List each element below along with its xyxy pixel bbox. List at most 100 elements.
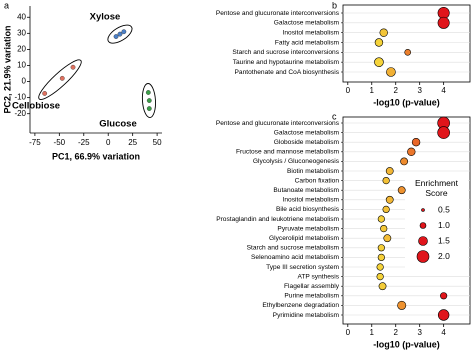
y-tick-label: 0 [22,77,27,86]
x-axis-label: -log10 (p-value) [373,339,440,349]
legend-swatch [419,222,427,229]
dot [397,300,407,310]
x-tick-label: 0 [346,328,351,337]
category-label: Starch and sucrose interconversions [232,49,339,56]
dot [374,38,384,47]
group-ellipse [107,24,133,44]
point [42,91,48,96]
dot [374,57,384,67]
category-label: Carbon fixation [295,177,340,184]
x-tick-label: -75 [29,138,41,147]
dot [437,126,450,139]
y-axis-label: PC2, 21.9% variation [2,25,12,113]
dot [377,253,385,261]
x-tick-label: 1 [370,328,375,337]
x-tick-label: 25 [128,138,137,147]
category-label: Taurine and hypotaurine metabolism [233,59,340,66]
category-label: Fructose and mannose metabolism [236,149,339,156]
dot [437,16,450,29]
y-tick-label: 20 [17,45,26,54]
category-label: Biotin metabolism [287,168,340,175]
legend-swatch [418,236,428,246]
category-label: Pantothenate and CoA biosynthesis [235,69,340,76]
legend-box [405,176,468,269]
dot [382,205,390,213]
category-label: Selenoamino acid metabolism [251,254,339,261]
point [70,64,76,70]
dot [440,292,448,300]
category-label: Flagellar assembly [284,283,340,290]
category-label: Glycolysis / Gluconeogenesis [253,158,340,165]
legend-label: 2.0 [438,251,450,261]
legend-label: 1.0 [438,220,450,230]
legend-swatch [421,208,425,212]
y-tick-label: -20 [14,109,26,118]
legend-title: Enrichment Score [415,178,458,198]
point [146,98,152,103]
legend-label: 1.5 [438,235,450,245]
dot [397,186,406,195]
panel-letter: a [4,0,9,10]
category-label: Inositol metabolism [283,197,340,204]
x-tick-label: 4 [441,86,446,95]
category-label: Prostaglandin and leukotriene metabolism [216,216,339,223]
dot [382,177,390,185]
dot [407,147,416,157]
group-ellipse [38,59,82,100]
dot [379,28,388,37]
point [121,29,127,35]
category-label: Pentose and glucuronate interconversions [216,120,340,127]
dot [380,225,388,233]
x-tick-label: 0 [346,86,351,95]
x-axis-label: PC1, 66.9% variation [52,151,140,161]
group-label: Cellobiose [12,101,60,112]
category-label: Pyrimidine metabolism [273,312,340,319]
y-tick-label: 10 [17,61,26,70]
category-label: Galactose metabolism [274,129,340,136]
category-label: Globoside metabolism [274,139,340,146]
panel-letter: b [332,0,337,10]
category-label: Purine metabolism [284,293,339,300]
category-label: Pyruvate metabolism [277,225,339,232]
x-axis-label: -log10 (p-value) [373,97,440,107]
dot [385,167,394,175]
panel-letter: c [332,111,337,121]
plot-frame [342,116,471,325]
x-tick-label: 4 [441,328,446,337]
dot [376,273,384,281]
category-label: Type III secretion system [266,264,339,271]
legend-swatch [416,250,430,263]
group-label: Xylose [90,12,121,23]
point [59,75,65,81]
point [145,90,151,95]
dot [411,138,421,147]
x-tick-label: -25 [78,138,90,147]
group-ellipse [141,83,156,119]
plot-frame [342,4,471,83]
dot [400,157,409,166]
x-tick-label: 3 [417,328,422,337]
y-tick-label: 40 [17,12,26,21]
y-tick-label: -10 [14,93,26,102]
dot [404,49,411,56]
y-tick-label: 30 [17,28,26,37]
x-tick-label: 0 [106,138,111,147]
category-label: Ethylbenzene degradation [262,302,339,309]
dot [378,282,387,291]
category-label: Butanoate metabolism [273,187,339,194]
category-label: Starch and sucrose metabolism [247,245,340,252]
dot [385,195,394,204]
dot [386,67,396,77]
dot [376,263,384,271]
dot [377,215,385,223]
category-label: ATP synthesis [297,273,339,280]
category-label: Galactose metabolism [274,20,340,27]
dot [377,244,385,252]
legend-title-box: Enrichment Score [415,178,458,198]
category-label: Inositol metabolism [283,29,340,36]
category-label: Glycerolipid metabolism [269,235,339,242]
x-tick-label: 2 [393,328,398,337]
dot [383,234,392,243]
dot [437,309,450,321]
